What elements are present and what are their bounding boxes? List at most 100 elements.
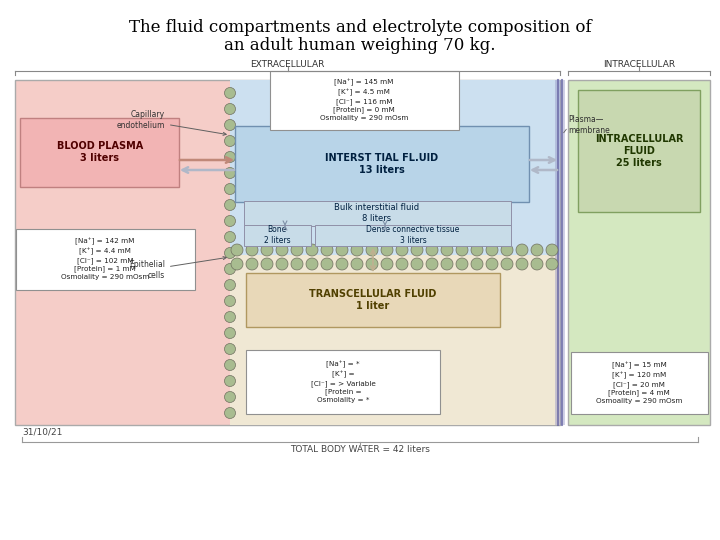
FancyBboxPatch shape (270, 71, 459, 130)
Circle shape (336, 258, 348, 270)
Text: [Na⁺] = 15 mM
[K⁺] = 120 mM
[Cl⁻] = 20 mM
[Protein] = 4 mM
Osmoality = 290 mOsm: [Na⁺] = 15 mM [K⁺] = 120 mM [Cl⁻] = 20 m… (596, 362, 682, 404)
Circle shape (225, 312, 235, 322)
Text: The fluid compartments and electrolyte composition of: The fluid compartments and electrolyte c… (129, 18, 591, 36)
Circle shape (516, 244, 528, 256)
FancyBboxPatch shape (571, 352, 708, 414)
Circle shape (351, 244, 363, 256)
Bar (15, 80, 560, 425)
Circle shape (225, 264, 235, 274)
Circle shape (225, 152, 235, 163)
Circle shape (225, 247, 235, 259)
Circle shape (261, 258, 273, 270)
FancyBboxPatch shape (246, 350, 440, 414)
FancyBboxPatch shape (246, 273, 500, 327)
Circle shape (225, 343, 235, 354)
Circle shape (225, 375, 235, 387)
Circle shape (501, 244, 513, 256)
Text: Plasma—
membrane: Plasma— membrane (568, 116, 610, 134)
Text: TRANSCELLULAR FLUID
1 liter: TRANSCELLULAR FLUID 1 liter (310, 289, 437, 311)
Circle shape (396, 258, 408, 270)
Text: INTERST TIAL FL.UID
13 liters: INTERST TIAL FL.UID 13 liters (325, 153, 438, 175)
Circle shape (306, 258, 318, 270)
Text: Capillary
endothelium: Capillary endothelium (117, 110, 226, 136)
Circle shape (366, 258, 378, 270)
FancyBboxPatch shape (578, 90, 700, 212)
FancyBboxPatch shape (20, 118, 179, 187)
Circle shape (516, 258, 528, 270)
Circle shape (291, 258, 303, 270)
FancyBboxPatch shape (244, 225, 311, 246)
FancyBboxPatch shape (244, 201, 511, 226)
Text: INTRACELLULAR
FLUID
25 liters: INTRACELLULAR FLUID 25 liters (595, 134, 683, 167)
Circle shape (306, 244, 318, 256)
Bar (568, 80, 710, 425)
Circle shape (246, 244, 258, 256)
Circle shape (231, 244, 243, 256)
Circle shape (381, 244, 393, 256)
Circle shape (225, 184, 235, 194)
Circle shape (441, 258, 453, 270)
Circle shape (351, 258, 363, 270)
Text: [Na⁺] = 142 mM
[K⁺] = 4.4 mM
[Cl⁻] = 102 mM
[Protein] = 1 mM
Osmolality = 290 mO: [Na⁺] = 142 mM [K⁺] = 4.4 mM [Cl⁻] = 102… (60, 238, 149, 280)
Circle shape (426, 244, 438, 256)
Circle shape (501, 258, 513, 270)
Bar (555, 80, 565, 425)
Circle shape (225, 280, 235, 291)
FancyBboxPatch shape (16, 229, 195, 290)
Circle shape (471, 258, 483, 270)
Text: [Na⁺] = *
[K⁺] =
[Cl⁻] = > Variable
[Protein =
Osmolality = *: [Na⁺] = * [K⁺] = [Cl⁻] = > Variable [Pro… (310, 361, 375, 403)
Circle shape (261, 244, 273, 256)
Circle shape (225, 215, 235, 226)
Circle shape (225, 327, 235, 339)
Circle shape (546, 244, 558, 256)
Circle shape (231, 258, 243, 270)
Circle shape (225, 87, 235, 98)
Circle shape (321, 244, 333, 256)
Circle shape (411, 244, 423, 256)
Bar (230, 80, 560, 425)
Circle shape (426, 258, 438, 270)
Circle shape (381, 258, 393, 270)
Circle shape (225, 136, 235, 146)
Circle shape (486, 244, 498, 256)
Text: EXTRACELLULAR: EXTRACELLULAR (251, 60, 325, 69)
Circle shape (336, 244, 348, 256)
Text: BLOOD PLASMA
3 liters: BLOOD PLASMA 3 liters (57, 141, 143, 163)
Text: INTRACELLULAR: INTRACELLULAR (603, 60, 675, 69)
Text: Epithelial
cells: Epithelial cells (129, 256, 226, 280)
FancyBboxPatch shape (315, 225, 511, 246)
Circle shape (456, 244, 468, 256)
Circle shape (225, 360, 235, 370)
Circle shape (225, 295, 235, 307)
Circle shape (486, 258, 498, 270)
Bar (230, 255, 560, 425)
Circle shape (441, 244, 453, 256)
Circle shape (225, 199, 235, 211)
Text: [Na⁺] = 145 mM
[K⁺] = 4.5 mM
[Cl⁻] = 116 mM
[Protein] = 0 mM
Osmolality = 290 mO: [Na⁺] = 145 mM [K⁺] = 4.5 mM [Cl⁻] = 116… (320, 79, 408, 122)
Circle shape (276, 258, 288, 270)
Text: TOTAL BODY WATER = 42 liters: TOTAL BODY WATER = 42 liters (290, 446, 430, 455)
Text: an adult human weighing 70 kg.: an adult human weighing 70 kg. (224, 37, 496, 53)
Circle shape (471, 244, 483, 256)
Circle shape (531, 244, 543, 256)
FancyBboxPatch shape (235, 126, 529, 202)
Circle shape (225, 408, 235, 418)
Circle shape (225, 232, 235, 242)
Circle shape (225, 104, 235, 114)
Circle shape (546, 258, 558, 270)
Circle shape (366, 244, 378, 256)
Text: Bone
2 liters: Bone 2 liters (264, 225, 290, 245)
Text: Bulk interstitial fluid
8 liters: Bulk interstitial fluid 8 liters (334, 203, 420, 222)
Circle shape (321, 258, 333, 270)
Circle shape (531, 258, 543, 270)
Circle shape (396, 244, 408, 256)
Circle shape (291, 244, 303, 256)
Circle shape (456, 258, 468, 270)
Circle shape (411, 258, 423, 270)
Circle shape (225, 167, 235, 179)
Circle shape (246, 258, 258, 270)
Circle shape (276, 244, 288, 256)
Circle shape (225, 119, 235, 131)
Text: Dense connective tissue
3 liters: Dense connective tissue 3 liters (366, 225, 459, 245)
Text: 31/10/21: 31/10/21 (22, 428, 63, 436)
